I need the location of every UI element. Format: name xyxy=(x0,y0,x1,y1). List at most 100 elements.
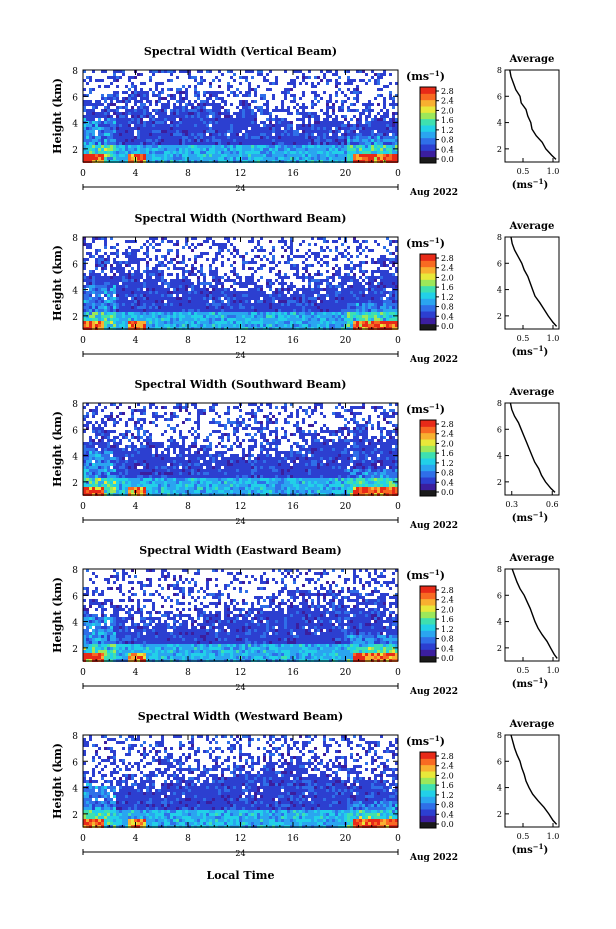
heatmap-cell xyxy=(98,130,101,133)
heatmap-cell xyxy=(92,288,95,291)
heatmap-cell xyxy=(254,306,257,309)
heatmap-cell xyxy=(122,288,125,291)
heatmap-cell xyxy=(188,76,191,79)
heatmap-cell xyxy=(341,285,344,288)
heatmap-cell xyxy=(254,297,257,300)
heatmap-cell xyxy=(221,309,224,312)
heatmap-cell xyxy=(257,312,260,315)
heatmap-cell xyxy=(224,279,227,282)
heatmap-cell xyxy=(266,318,269,321)
heatmap-cell xyxy=(251,133,254,136)
heatmap-cell xyxy=(386,139,389,142)
heatmap-cell xyxy=(329,306,332,309)
heatmap-cell xyxy=(332,139,335,142)
heatmap-cell xyxy=(224,148,227,151)
heatmap-cell xyxy=(341,124,344,127)
heatmap-cell xyxy=(158,306,161,309)
heatmap-cell xyxy=(107,145,110,148)
heatmap-cell xyxy=(134,91,137,94)
heatmap-cell xyxy=(86,130,89,133)
heatmap-cell xyxy=(338,252,341,255)
heatmap-cell xyxy=(179,115,182,118)
heatmap-cell xyxy=(317,130,320,133)
heatmap-cell xyxy=(371,127,374,130)
heatmap-cell xyxy=(386,249,389,252)
heatmap-cell xyxy=(197,109,200,112)
heatmap-cell xyxy=(353,300,356,303)
heatmap-cell xyxy=(302,94,305,97)
heatmap-cell xyxy=(161,300,164,303)
heatmap-cell xyxy=(365,321,368,324)
heatmap-cell xyxy=(305,115,308,118)
heatmap-cell xyxy=(326,312,329,315)
heatmap-cell xyxy=(377,306,380,309)
heatmap-cell xyxy=(200,297,203,300)
heatmap-cell xyxy=(170,273,173,276)
heatmap-cell xyxy=(215,139,218,142)
heatmap-cell xyxy=(344,145,347,148)
heatmap-cell xyxy=(320,282,323,285)
heatmap-cell xyxy=(317,303,320,306)
heatmap-cell xyxy=(182,154,185,157)
heatmap-cell xyxy=(158,303,161,306)
heatmap-cell xyxy=(275,306,278,309)
heatmap-cell xyxy=(212,324,215,327)
heatmap-cell xyxy=(203,109,206,112)
heatmap-cell xyxy=(89,115,92,118)
heatmap-cell xyxy=(188,151,191,154)
heatmap-cell xyxy=(377,88,380,91)
heatmap-cell xyxy=(182,115,185,118)
heatmap-cell xyxy=(299,136,302,139)
heatmap-cell xyxy=(89,487,92,490)
heatmap-cell xyxy=(113,276,116,279)
heatmap-cell xyxy=(152,73,155,76)
heatmap-cell xyxy=(140,285,143,288)
heatmap-cell xyxy=(194,112,197,115)
heatmap-cell xyxy=(236,94,239,97)
heatmap-cell xyxy=(365,306,368,309)
heatmap-cell xyxy=(161,264,164,267)
heatmap-cell xyxy=(350,255,353,258)
heatmap-cell xyxy=(98,472,101,475)
heatmap-cell xyxy=(197,118,200,121)
heatmap-cell xyxy=(158,139,161,142)
heatmap-cell xyxy=(251,303,254,306)
heatmap-cell xyxy=(110,309,113,312)
heatmap-cell xyxy=(116,303,119,306)
heatmap-cell xyxy=(146,276,149,279)
heatmap-cell xyxy=(308,324,311,327)
heatmap-cell xyxy=(341,315,344,318)
heatmap-cell xyxy=(203,127,206,130)
heatmap-cell xyxy=(89,484,92,487)
heatmap-cell xyxy=(155,324,158,327)
heatmap-cell xyxy=(137,264,140,267)
heatmap-cell xyxy=(371,285,374,288)
heatmap-cell xyxy=(203,252,206,255)
heatmap-cell xyxy=(377,258,380,261)
heatmap-cell xyxy=(335,136,338,139)
heatmap-cell xyxy=(290,309,293,312)
heatmap-cell xyxy=(386,273,389,276)
heatmap-cell xyxy=(143,133,146,136)
heatmap-cell xyxy=(386,318,389,321)
heatmap-cell xyxy=(251,267,254,270)
heatmap-cell xyxy=(125,130,128,133)
heatmap-cell xyxy=(389,94,392,97)
heatmap-cell xyxy=(188,136,191,139)
heatmap-cell xyxy=(380,142,383,145)
unit-superscript: −1 xyxy=(429,69,440,78)
heatmap-cell xyxy=(134,300,137,303)
heatmap-cell xyxy=(104,142,107,145)
heatmap-cell xyxy=(296,315,299,318)
heatmap-cell xyxy=(314,324,317,327)
heatmap-cell xyxy=(254,324,257,327)
heatmap-cell xyxy=(347,267,350,270)
heatmap-cell xyxy=(215,291,218,294)
heatmap-cell xyxy=(167,261,170,264)
heatmap-cell xyxy=(143,115,146,118)
heatmap-cell xyxy=(149,324,152,327)
heatmap-cell xyxy=(197,91,200,94)
heatmap-cell xyxy=(158,261,161,264)
heatmap-cell xyxy=(227,309,230,312)
heatmap-cell xyxy=(89,478,92,481)
